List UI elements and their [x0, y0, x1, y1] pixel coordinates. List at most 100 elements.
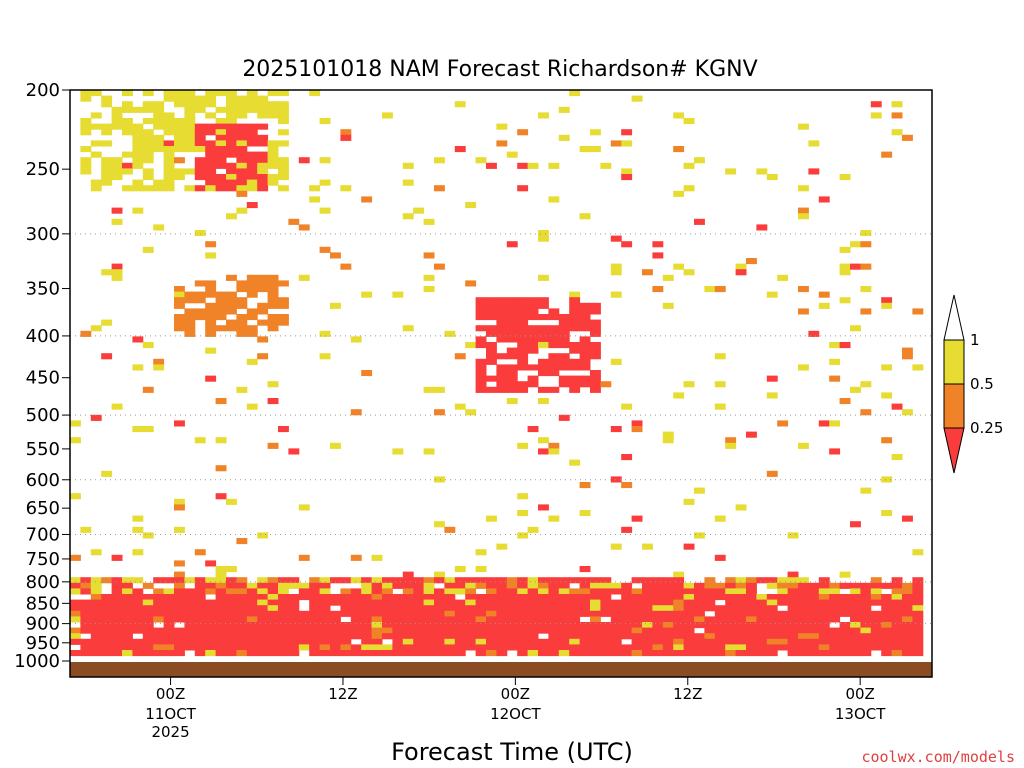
heatmap-cell: [569, 302, 581, 309]
heatmap-cell: [850, 638, 861, 645]
heatmap-cell: [610, 291, 622, 298]
heatmap-cell: [496, 582, 508, 589]
heatmap-cell: [298, 554, 310, 561]
heatmap-cell: [694, 638, 705, 645]
heatmap-cell: [621, 633, 633, 640]
heatmap-cell: [80, 582, 92, 589]
heatmap-cell: [330, 650, 341, 657]
heatmap-cell: [101, 577, 113, 584]
heatmap-cell: [829, 650, 841, 657]
heatmap-cell: [579, 353, 591, 360]
heatmap-cell: [382, 616, 393, 623]
heatmap-cell: [673, 190, 685, 197]
heatmap-cell: [579, 582, 591, 589]
heatmap-cell: [818, 616, 830, 623]
heatmap-cell: [829, 342, 841, 349]
heatmap-cell: [184, 291, 196, 298]
heatmap-cell: [122, 168, 133, 175]
heatmap-cell: [132, 610, 144, 617]
heatmap-cell: [621, 605, 633, 612]
heatmap-cell: [423, 633, 435, 640]
heatmap-cell: [174, 420, 185, 427]
heatmap-cell: [787, 605, 799, 612]
heatmap-cell: [309, 196, 321, 203]
heatmap-cell: [267, 151, 279, 158]
heatmap-cell: [163, 650, 175, 657]
heatmap-cell: [558, 582, 570, 589]
heatmap-cell: [694, 616, 705, 623]
heatmap-cell: [798, 577, 809, 584]
heatmap-cell: [610, 235, 622, 242]
heatmap-cell: [714, 582, 726, 589]
heatmap-cell: [267, 90, 279, 97]
heatmap-cell: [236, 174, 248, 181]
heatmap-cell: [80, 616, 92, 623]
heatmap-cell: [590, 577, 601, 584]
heatmap-cell: [579, 319, 591, 326]
heatmap-cell: [538, 622, 549, 629]
heatmap-cell: [569, 90, 581, 97]
heatmap-cell: [278, 106, 289, 113]
heatmap-cell: [246, 140, 258, 147]
heatmap-cell: [673, 633, 685, 640]
heatmap-cell: [798, 594, 809, 601]
heatmap-cell: [174, 174, 185, 181]
heatmap-cell: [798, 286, 809, 293]
heatmap-cell: [350, 622, 362, 629]
heatmap-cell: [506, 386, 518, 393]
heatmap-cell: [912, 588, 924, 595]
heatmap-cell: [829, 588, 841, 595]
heatmap-cell: [818, 610, 830, 617]
heatmap-cell: [205, 325, 217, 332]
heatmap-cell: [402, 633, 414, 640]
heatmap-cell: [122, 90, 133, 97]
heatmap-cell: [340, 627, 352, 634]
heatmap-cell: [454, 610, 466, 617]
heatmap-cell: [163, 588, 175, 595]
heatmap-cell: [506, 627, 518, 634]
heatmap-cell: [423, 582, 435, 589]
heatmap-cell: [330, 638, 341, 645]
heatmap-cell: [652, 594, 664, 601]
heatmap-cell: [631, 594, 643, 601]
heatmap-cell: [298, 638, 310, 645]
heatmap-cell: [746, 582, 757, 589]
heatmap-cell: [288, 644, 300, 651]
heatmap-cell: [174, 498, 185, 505]
heatmap-cell: [184, 644, 196, 651]
heatmap-cell: [465, 610, 477, 617]
heatmap-cell: [766, 291, 778, 298]
heatmap-cell: [912, 582, 924, 589]
heatmap-cell: [870, 622, 882, 629]
heatmap-cell: [673, 594, 685, 601]
heatmap-cell: [423, 577, 435, 584]
heatmap-cell: [798, 644, 809, 651]
heatmap-cell: [486, 314, 497, 321]
heatmap-cell: [142, 616, 154, 623]
heatmap-cell: [610, 616, 622, 623]
heatmap-cell: [870, 644, 882, 651]
heatmap-cell: [246, 101, 258, 108]
heatmap-cell: [881, 302, 893, 309]
heatmap-cell: [642, 577, 653, 584]
heatmap-cell: [631, 638, 643, 645]
heatmap-cell: [850, 605, 861, 612]
heatmap-cell: [704, 599, 716, 606]
heatmap-cell: [579, 342, 591, 349]
heatmap-cell: [787, 588, 799, 595]
heatmap-cell: [600, 599, 612, 606]
heatmap-cell: [527, 644, 539, 651]
heatmap-cell: [194, 622, 206, 629]
heatmap-cell: [496, 370, 508, 377]
heatmap-cell: [590, 610, 601, 617]
heatmap-cell: [194, 644, 206, 651]
heatmap-cell: [257, 532, 269, 539]
heatmap-cell: [766, 174, 778, 181]
x-tick-label: 00Z: [501, 685, 530, 703]
heatmap-cell: [215, 157, 227, 164]
heatmap-cell: [891, 616, 903, 623]
heatmap-cell: [298, 224, 310, 231]
heatmap-cell: [579, 314, 591, 321]
heatmap-cell: [704, 616, 716, 623]
heatmap-cell: [517, 347, 529, 354]
